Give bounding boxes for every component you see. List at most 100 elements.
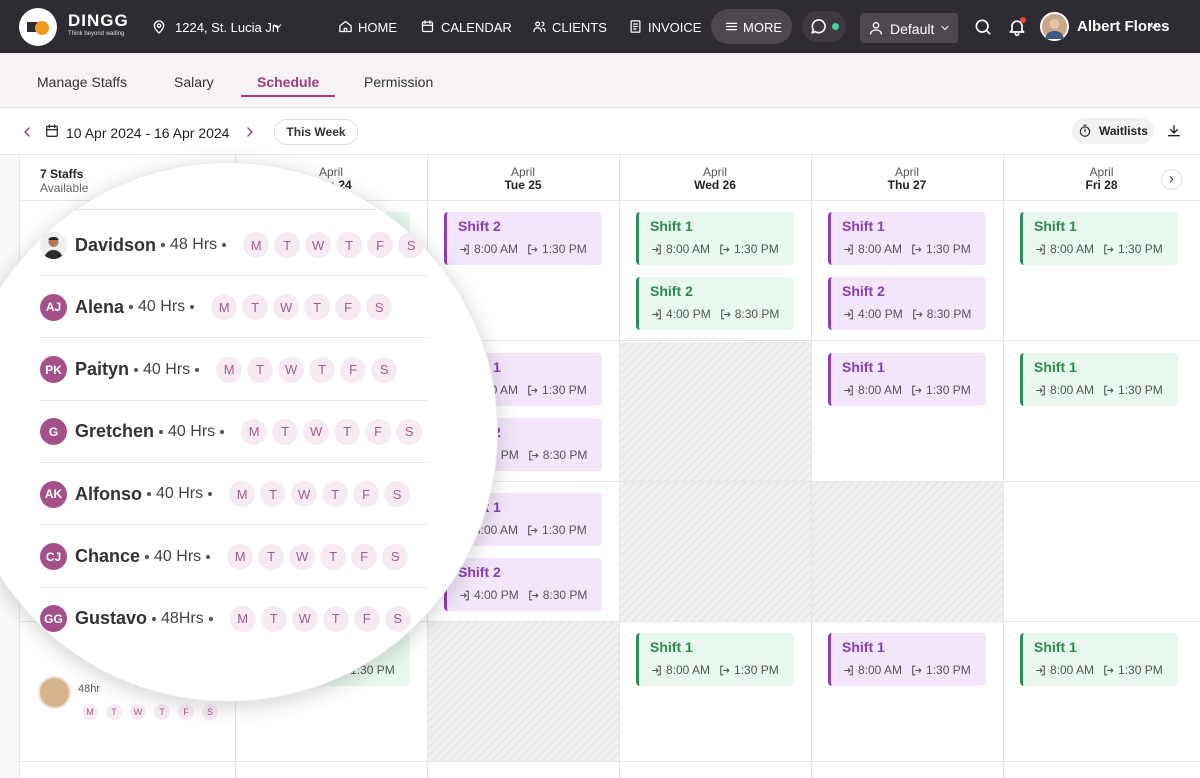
- waitlists[interactable]: Waitlists: [1072, 118, 1154, 144]
- weekday-pill[interactable]: T: [242, 294, 269, 321]
- bell[interactable]: [1007, 17, 1027, 37]
- weekday-pill[interactable]: S: [398, 232, 425, 258]
- staff-row[interactable]: G Gretchen 40 Hrs M T W T F S: [39, 417, 427, 447]
- start-time: 8:00 AM: [842, 383, 902, 397]
- shift-card[interactable]: Shift 2 4:00 PM 8:30 PM: [828, 277, 986, 330]
- weekday-pill[interactable]: M: [216, 356, 243, 383]
- search[interactable]: [973, 17, 993, 37]
- weekday-pill[interactable]: M: [229, 605, 256, 632]
- day-cell[interactable]: [620, 482, 811, 621]
- weekday-pill[interactable]: T: [309, 356, 336, 383]
- day-cell[interactable]: Shift 1 8:00 AM 1:30 PM: [1004, 342, 1200, 481]
- day-cell[interactable]: Shift 1 8:00 AM 1:30 PM: [1004, 201, 1200, 340]
- weekday-pill[interactable]: M: [243, 232, 270, 258]
- day-cell[interactable]: [812, 482, 1003, 621]
- day-cell[interactable]: [428, 622, 619, 761]
- day-cell[interactable]: Shift 1 8:00 AM 1:30 PM: [1004, 622, 1200, 761]
- weekday-pill[interactable]: M: [227, 543, 254, 570]
- download[interactable]: [1166, 123, 1182, 139]
- weekday-pill[interactable]: T: [272, 418, 299, 445]
- avatar[interactable]: [1040, 12, 1069, 41]
- weekday-pill[interactable]: T: [320, 543, 347, 570]
- weekday-pill[interactable]: M: [211, 294, 238, 321]
- day-cell[interactable]: Shift 2 8:00 AM 1:30 PM: [428, 201, 619, 340]
- weekday-pill[interactable]: F: [367, 232, 394, 258]
- next-week[interactable]: [242, 124, 258, 140]
- weekday-pill[interactable]: T: [260, 605, 287, 632]
- weekday-pill[interactable]: W: [291, 481, 318, 508]
- shift-card[interactable]: Shift 1 8:00 AM 1:30 PM: [636, 212, 794, 265]
- shift-card[interactable]: Shift 1 8:00 AM 1:30 PM: [1020, 212, 1178, 265]
- weekday-pill[interactable]: F: [365, 418, 392, 445]
- weekday-pill[interactable]: T: [322, 605, 349, 632]
- day-cell[interactable]: Shift 1 8:00 AM 1:30 PM: [620, 622, 811, 761]
- weekday-pill[interactable]: W: [305, 232, 332, 258]
- staff-row[interactable]: AJ Alena 40 Hrs M T W T F S: [39, 292, 397, 322]
- weekday-pill[interactable]: T: [322, 481, 349, 508]
- weekday-pill[interactable]: F: [353, 481, 380, 508]
- weekday-pill[interactable]: S: [366, 294, 393, 321]
- weekday-pill[interactable]: F: [351, 543, 378, 570]
- weekday-pill[interactable]: W: [303, 418, 330, 445]
- day-cell[interactable]: [620, 342, 811, 481]
- weekday-pill[interactable]: T: [274, 232, 301, 258]
- day-cell[interactable]: Shift 1 8:00 AM 1:30 PM: [812, 622, 1003, 761]
- nav-item[interactable]: CALENDAR: [441, 20, 512, 35]
- weekday-pill[interactable]: W: [278, 356, 305, 383]
- shift-card[interactable]: Shift 2 4:00 PM 8:30 PM: [444, 558, 602, 611]
- weekday-pill[interactable]: T: [258, 543, 285, 570]
- day-cell[interactable]: [1004, 482, 1200, 621]
- weekday-pill[interactable]: T: [334, 418, 361, 445]
- weekday-pill[interactable]: W: [291, 605, 318, 632]
- nav-item[interactable]: CLIENTS: [552, 20, 607, 35]
- shift-card[interactable]: Shift 1 8:00 AM 1:30 PM: [1020, 633, 1178, 686]
- staff-row[interactable]: PK Paityn 40 Hrs M T W T F S: [39, 355, 402, 385]
- weekday-pill[interactable]: M: [229, 481, 256, 508]
- weekday-pill[interactable]: M: [241, 418, 268, 445]
- nav-item[interactable]: INVOICE: [648, 20, 702, 35]
- staff-row[interactable]: AK Alfonso 40 Hrs M T W T F S: [39, 479, 415, 509]
- weekday-pill[interactable]: F: [335, 294, 362, 321]
- weekday-pill[interactable]: S: [384, 605, 411, 632]
- prev-week[interactable]: [19, 124, 35, 140]
- this-week[interactable]: This Week: [274, 119, 358, 145]
- nav-item[interactable]: MORE: [743, 20, 782, 35]
- user-name[interactable]: Albert Flores: [1077, 18, 1170, 35]
- shift-card[interactable]: Shift 2 4:00 PM 8:30 PM: [636, 277, 794, 330]
- whatsapp[interactable]: [802, 11, 846, 42]
- staff-row[interactable]: Davidson 48 Hrs M T W T F S: [39, 230, 429, 260]
- weekday-pill[interactable]: T: [336, 232, 363, 258]
- weekday-pill[interactable]: S: [371, 356, 398, 383]
- profile-select[interactable]: Default: [860, 13, 958, 43]
- weekday-pill[interactable]: W: [273, 294, 300, 321]
- shift-card[interactable]: Shift 1 8:00 AM 1:30 PM: [828, 212, 986, 265]
- weekday-pill[interactable]: S: [396, 418, 423, 445]
- weekday-pill[interactable]: W: [289, 543, 316, 570]
- start-text: 4:00 PM: [858, 307, 903, 321]
- tab[interactable]: Salary: [174, 74, 214, 90]
- nav-item[interactable]: HOME: [358, 20, 397, 35]
- day-cell[interactable]: Shift 1 8:00 AM 1:30 PM: [812, 342, 1003, 481]
- shift-card[interactable]: Shift 1 8:00 AM 1:30 PM: [828, 353, 986, 406]
- location[interactable]: 1224, St. Lucia Jn: [175, 20, 280, 35]
- tab[interactable]: Permission: [364, 74, 434, 90]
- shift-card[interactable]: Shift 1 8:00 AM 1:30 PM: [828, 633, 986, 686]
- shift-card[interactable]: Shift 1 8:00 AM 1:30 PM: [636, 633, 794, 686]
- weekday-pill[interactable]: T: [304, 294, 331, 321]
- weekday-pill[interactable]: S: [382, 543, 409, 570]
- weekday-pill[interactable]: T: [260, 481, 287, 508]
- weekday-pill[interactable]: T: [247, 356, 274, 383]
- weekday-pill[interactable]: F: [353, 605, 380, 632]
- weekday-pill[interactable]: S: [384, 481, 411, 508]
- staff-row[interactable]: GG Gustavo 48Hrs M T W T F S: [39, 604, 416, 634]
- shift-card[interactable]: Shift 1 8:00 AM 1:30 PM: [1020, 353, 1178, 406]
- tab[interactable]: Manage Staffs: [37, 74, 128, 90]
- weekday-pill[interactable]: F: [340, 356, 367, 383]
- next-days[interactable]: [1161, 169, 1182, 190]
- tab[interactable]: Schedule: [257, 74, 320, 90]
- staff-row[interactable]: CJ Chance 40 Hrs M T W T F S: [39, 542, 413, 572]
- shift-card[interactable]: Shift 2 8:00 AM 1:30 PM: [444, 212, 602, 265]
